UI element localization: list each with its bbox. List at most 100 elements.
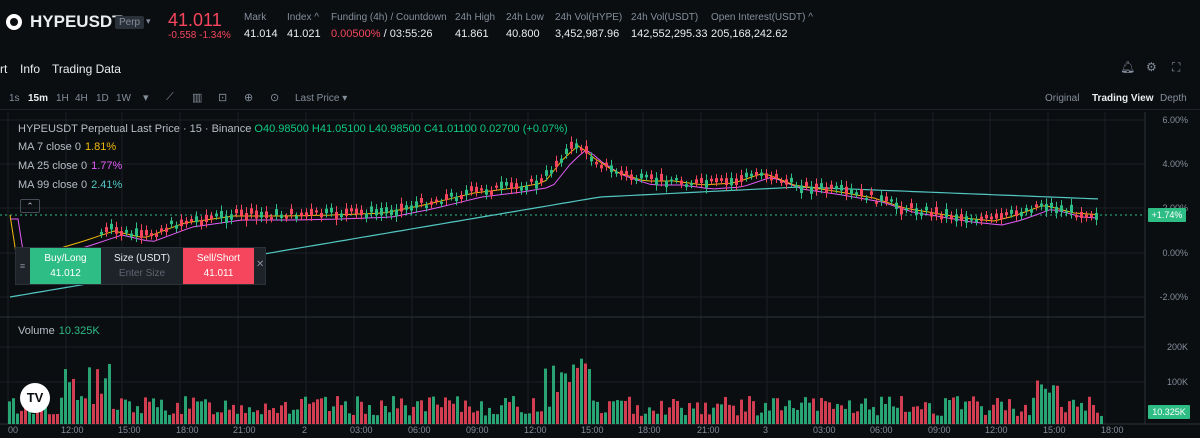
- timeframe-1w[interactable]: 1W: [116, 93, 131, 104]
- settings-gear-icon[interactable]: ⚙︎: [1146, 60, 1157, 74]
- volume-bar: [432, 396, 435, 424]
- view-trading-view[interactable]: Trading View: [1092, 93, 1154, 104]
- sell-short-button[interactable]: Sell/Short 41.011: [183, 248, 254, 284]
- timeframe-1d[interactable]: 1D: [96, 93, 109, 104]
- candle-body: [595, 161, 598, 165]
- volume-bar: [436, 404, 439, 424]
- timeframe-1h[interactable]: 1H: [56, 93, 69, 104]
- candle-body: [715, 178, 718, 183]
- timeframe-4h[interactable]: 4H: [75, 93, 88, 104]
- stat-index[interactable]: Index ^ 41.021: [287, 12, 321, 40]
- volume-bar: [252, 412, 255, 424]
- volume-bar: [604, 412, 607, 424]
- candle-body: [770, 175, 773, 181]
- volume-axis-label: 200K: [1166, 342, 1188, 352]
- time-axis-label: 12:00: [61, 425, 84, 435]
- candle-body: [445, 194, 448, 201]
- stat-open-interest[interactable]: Open Interest(USDT) ^ 205,168,242.62: [711, 12, 813, 40]
- volume-bar: [280, 405, 283, 424]
- close-icon[interactable]: ✕: [256, 259, 265, 270]
- candle-body: [695, 179, 698, 184]
- volume-bar: [72, 378, 75, 424]
- candle-body: [425, 205, 428, 209]
- candle-body: [920, 212, 923, 216]
- legend-ohlc: O40.98500 H41.05100 L40.98500 C41.01100 …: [254, 123, 568, 135]
- volume-bar: [308, 403, 311, 424]
- indicator-icon[interactable]: ⟋: [166, 91, 174, 103]
- collapse-legend-button[interactable]: ⌃: [20, 199, 40, 213]
- timeframe-1s[interactable]: 1s: [9, 93, 20, 104]
- price-axis-label: 4.00%: [1162, 159, 1188, 169]
- volume-bar: [264, 403, 267, 424]
- tab-info[interactable]: Info: [20, 62, 41, 76]
- stat-label: 24h Low: [506, 12, 544, 23]
- volume-bar: [348, 413, 351, 424]
- size-input[interactable]: Size (USDT) Enter Size: [101, 248, 183, 284]
- camera-icon[interactable]: ⊡: [218, 92, 228, 104]
- candle-body: [280, 214, 283, 218]
- volume-bar: [564, 373, 567, 424]
- volume-bar: [1008, 399, 1011, 424]
- sell-price: 41.011: [203, 268, 234, 279]
- candle-body: [1085, 214, 1088, 218]
- candle-body: [825, 187, 828, 193]
- volume-bar: [640, 415, 643, 424]
- volume-bar: [860, 403, 863, 424]
- timeframe-dropdown-icon[interactable]: ▾: [143, 92, 149, 104]
- candle-body: [555, 160, 558, 168]
- candle-body: [110, 223, 113, 230]
- tab-chart[interactable]: rt: [0, 62, 8, 76]
- view-original[interactable]: Original: [1045, 93, 1080, 104]
- price-type-select[interactable]: Last Price ▾: [295, 93, 348, 104]
- volume-bar: [620, 400, 623, 424]
- volume-bar: [100, 393, 103, 424]
- candle-body: [730, 178, 733, 186]
- volume-bar: [916, 406, 919, 424]
- candle-body: [785, 179, 788, 185]
- volume-bar: [116, 409, 119, 424]
- volume-bar: [176, 402, 179, 424]
- volume-bar: [304, 396, 307, 424]
- candle-body: [165, 227, 168, 232]
- drag-handle-icon[interactable]: ≡: [19, 261, 26, 271]
- candle-body: [610, 165, 613, 173]
- candle-body: [835, 185, 838, 190]
- fullscreen-icon[interactable]: ⛶: [1172, 60, 1181, 74]
- candle-body: [140, 230, 143, 238]
- time-axis-label: 00: [8, 425, 19, 435]
- volume-bar: [560, 372, 563, 424]
- quick-trade-panel: ≡ Buy/Long 41.012 Size (USDT) Enter Size…: [15, 247, 266, 285]
- volume-bar: [316, 399, 319, 424]
- volume-bar: [884, 404, 887, 424]
- volume-bar: [396, 408, 399, 424]
- crosshair-icon[interactable]: ⊙: [270, 92, 280, 104]
- view-depth[interactable]: Depth: [1160, 93, 1187, 104]
- tab-trading-data[interactable]: Trading Data: [52, 62, 121, 76]
- volume-bar: [540, 411, 543, 424]
- buy-long-button[interactable]: Buy/Long 41.012: [30, 248, 101, 284]
- size-label: Size (USDT): [113, 253, 171, 264]
- volume-bar: [568, 381, 571, 424]
- volume-tag: 10.325K: [1148, 405, 1190, 419]
- chart-toolbar: 1s 15m 1H 4H 1D 1W ▾ ⟋ ▥ ⊡ ⊕ ⊙ Last Pric…: [0, 88, 1200, 110]
- volume-bar: [224, 400, 227, 424]
- add-icon[interactable]: ⊕: [244, 92, 254, 104]
- volume-bar: [1060, 406, 1063, 424]
- volume-bar: [668, 407, 671, 424]
- volume-bar: [256, 410, 259, 424]
- volume-bar: [52, 414, 55, 424]
- volume-bar: [60, 397, 63, 424]
- tradingview-logo-icon[interactable]: TV: [20, 383, 50, 413]
- volume-bar: [92, 404, 95, 424]
- alert-bell-icon[interactable]: 🔔︎: [1120, 60, 1136, 74]
- chart-area[interactable]: HYPEUSDT Perpetual Last Price · 15 · Bin…: [0, 112, 1200, 438]
- volume-bar: [584, 363, 587, 424]
- symbol-dropdown-icon[interactable]: ▾: [146, 16, 151, 26]
- candle-body: [895, 202, 898, 209]
- chart-type-icon[interactable]: ▥: [192, 92, 203, 104]
- symbol-title[interactable]: HYPEUSDT: [30, 12, 123, 31]
- volume-bar: [164, 410, 167, 424]
- volume-bar: [208, 402, 211, 424]
- volume-bar: [1044, 388, 1047, 424]
- timeframe-15m[interactable]: 15m: [28, 93, 49, 104]
